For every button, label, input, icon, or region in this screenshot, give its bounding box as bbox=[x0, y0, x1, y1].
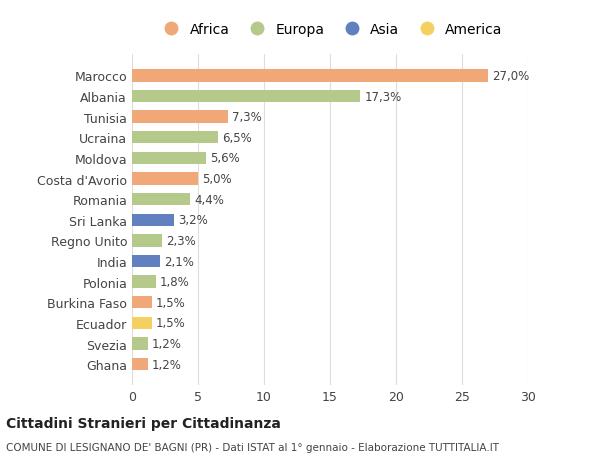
Bar bbox=[132, 173, 198, 185]
Bar bbox=[132, 297, 152, 309]
Legend: Africa, Europa, Asia, America: Africa, Europa, Asia, America bbox=[154, 19, 506, 41]
Text: 5,6%: 5,6% bbox=[210, 152, 239, 165]
Text: 5,0%: 5,0% bbox=[202, 173, 232, 185]
Text: 6,5%: 6,5% bbox=[222, 132, 251, 145]
Bar bbox=[132, 276, 156, 288]
Bar bbox=[132, 317, 152, 330]
Bar bbox=[132, 70, 488, 83]
Bar bbox=[132, 235, 163, 247]
Text: 17,3%: 17,3% bbox=[364, 90, 401, 103]
Bar bbox=[132, 132, 218, 144]
Text: Cittadini Stranieri per Cittadinanza: Cittadini Stranieri per Cittadinanza bbox=[6, 416, 281, 430]
Text: 1,2%: 1,2% bbox=[152, 358, 182, 371]
Text: 27,0%: 27,0% bbox=[493, 70, 530, 83]
Text: 1,8%: 1,8% bbox=[160, 275, 190, 289]
Bar bbox=[132, 91, 361, 103]
Text: 1,5%: 1,5% bbox=[156, 317, 185, 330]
Bar bbox=[132, 111, 229, 123]
Text: COMUNE DI LESIGNANO DE' BAGNI (PR) - Dati ISTAT al 1° gennaio - Elaborazione TUT: COMUNE DI LESIGNANO DE' BAGNI (PR) - Dat… bbox=[6, 442, 499, 452]
Bar bbox=[132, 194, 190, 206]
Text: 2,3%: 2,3% bbox=[166, 235, 196, 247]
Bar bbox=[132, 214, 174, 226]
Text: 3,2%: 3,2% bbox=[178, 214, 208, 227]
Text: 4,4%: 4,4% bbox=[194, 193, 224, 206]
Bar bbox=[132, 358, 148, 370]
Bar bbox=[132, 152, 206, 165]
Text: 7,3%: 7,3% bbox=[232, 111, 262, 124]
Text: 2,1%: 2,1% bbox=[164, 255, 194, 268]
Text: 1,5%: 1,5% bbox=[156, 296, 185, 309]
Bar bbox=[132, 338, 148, 350]
Bar bbox=[132, 255, 160, 268]
Text: 1,2%: 1,2% bbox=[152, 337, 182, 350]
